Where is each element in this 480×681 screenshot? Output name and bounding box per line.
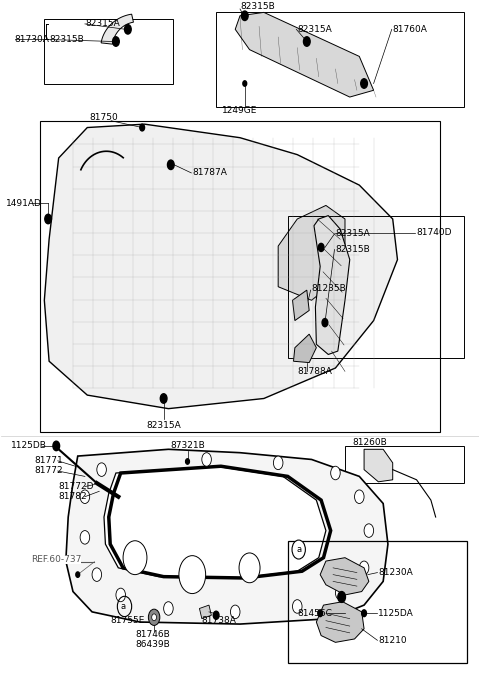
Circle shape — [241, 11, 248, 20]
Circle shape — [338, 592, 346, 603]
Circle shape — [164, 602, 173, 615]
Text: 81788A: 81788A — [297, 367, 332, 376]
Circle shape — [113, 37, 119, 46]
Polygon shape — [199, 605, 211, 618]
Text: 86439B: 86439B — [136, 640, 170, 649]
Circle shape — [45, 215, 51, 224]
Polygon shape — [293, 334, 316, 362]
Text: 81787A: 81787A — [192, 168, 227, 178]
Text: 82315A: 82315A — [85, 19, 120, 29]
Text: 81730A: 81730A — [15, 35, 49, 44]
Circle shape — [336, 586, 345, 600]
Text: REF.60-737: REF.60-737 — [31, 554, 81, 564]
Text: 1125DA: 1125DA — [378, 609, 414, 618]
Text: 82315A: 82315A — [297, 25, 332, 34]
Circle shape — [80, 530, 90, 544]
Polygon shape — [104, 466, 326, 578]
Circle shape — [213, 611, 219, 619]
Text: 81771: 81771 — [35, 456, 63, 465]
Circle shape — [274, 456, 283, 470]
Polygon shape — [66, 449, 388, 624]
Text: 1125DB: 1125DB — [11, 441, 47, 450]
Text: 82315B: 82315B — [49, 35, 84, 44]
Circle shape — [331, 466, 340, 480]
Text: 81755E: 81755E — [111, 616, 145, 625]
Polygon shape — [278, 206, 345, 300]
Polygon shape — [44, 124, 397, 409]
Text: 1491AD: 1491AD — [6, 199, 42, 208]
Circle shape — [318, 610, 323, 616]
Circle shape — [239, 553, 260, 583]
Circle shape — [362, 610, 366, 616]
Circle shape — [168, 160, 174, 170]
Circle shape — [360, 561, 369, 575]
Circle shape — [116, 588, 125, 602]
Text: a: a — [296, 545, 301, 554]
Text: 81740D: 81740D — [417, 228, 452, 237]
Polygon shape — [235, 12, 373, 97]
Text: 81235B: 81235B — [312, 283, 347, 293]
Circle shape — [364, 524, 373, 537]
Circle shape — [292, 600, 302, 613]
Text: 82315A: 82315A — [146, 421, 181, 430]
Text: 81746B: 81746B — [136, 630, 170, 639]
Polygon shape — [320, 558, 369, 595]
Circle shape — [80, 490, 90, 503]
Text: 82315A: 82315A — [336, 229, 370, 238]
Circle shape — [318, 243, 324, 251]
Text: 81210: 81210 — [378, 636, 407, 645]
Circle shape — [202, 453, 211, 466]
Circle shape — [53, 441, 60, 451]
Circle shape — [152, 614, 156, 620]
Circle shape — [361, 79, 367, 89]
Text: 81772D: 81772D — [59, 482, 94, 491]
Text: 81760A: 81760A — [393, 25, 428, 34]
Polygon shape — [316, 602, 364, 642]
Circle shape — [97, 463, 107, 477]
Text: 81456C: 81456C — [297, 609, 332, 618]
Circle shape — [243, 81, 247, 86]
Polygon shape — [292, 290, 309, 321]
Circle shape — [322, 319, 328, 327]
Circle shape — [92, 568, 102, 582]
Text: 81738A: 81738A — [201, 616, 236, 624]
Polygon shape — [101, 14, 133, 44]
Circle shape — [76, 572, 80, 577]
Text: a: a — [120, 602, 126, 611]
Text: 87321B: 87321B — [170, 441, 205, 450]
Circle shape — [230, 605, 240, 618]
Polygon shape — [314, 216, 350, 355]
Circle shape — [148, 609, 160, 625]
Circle shape — [186, 459, 190, 464]
Text: 1249GE: 1249GE — [222, 106, 257, 115]
Text: 81750: 81750 — [90, 113, 119, 122]
Circle shape — [292, 540, 305, 559]
Text: 81260B: 81260B — [352, 438, 387, 447]
Circle shape — [160, 394, 167, 403]
Text: 81772: 81772 — [35, 466, 63, 475]
Text: 81782: 81782 — [59, 492, 87, 501]
Circle shape — [355, 490, 364, 503]
Text: 82315B: 82315B — [336, 245, 370, 254]
Circle shape — [124, 25, 131, 34]
Circle shape — [179, 556, 205, 594]
Circle shape — [140, 124, 144, 131]
Text: 81230A: 81230A — [378, 568, 413, 577]
Text: 82315B: 82315B — [240, 3, 275, 12]
Circle shape — [303, 37, 310, 46]
Circle shape — [123, 541, 147, 575]
Polygon shape — [364, 449, 393, 482]
